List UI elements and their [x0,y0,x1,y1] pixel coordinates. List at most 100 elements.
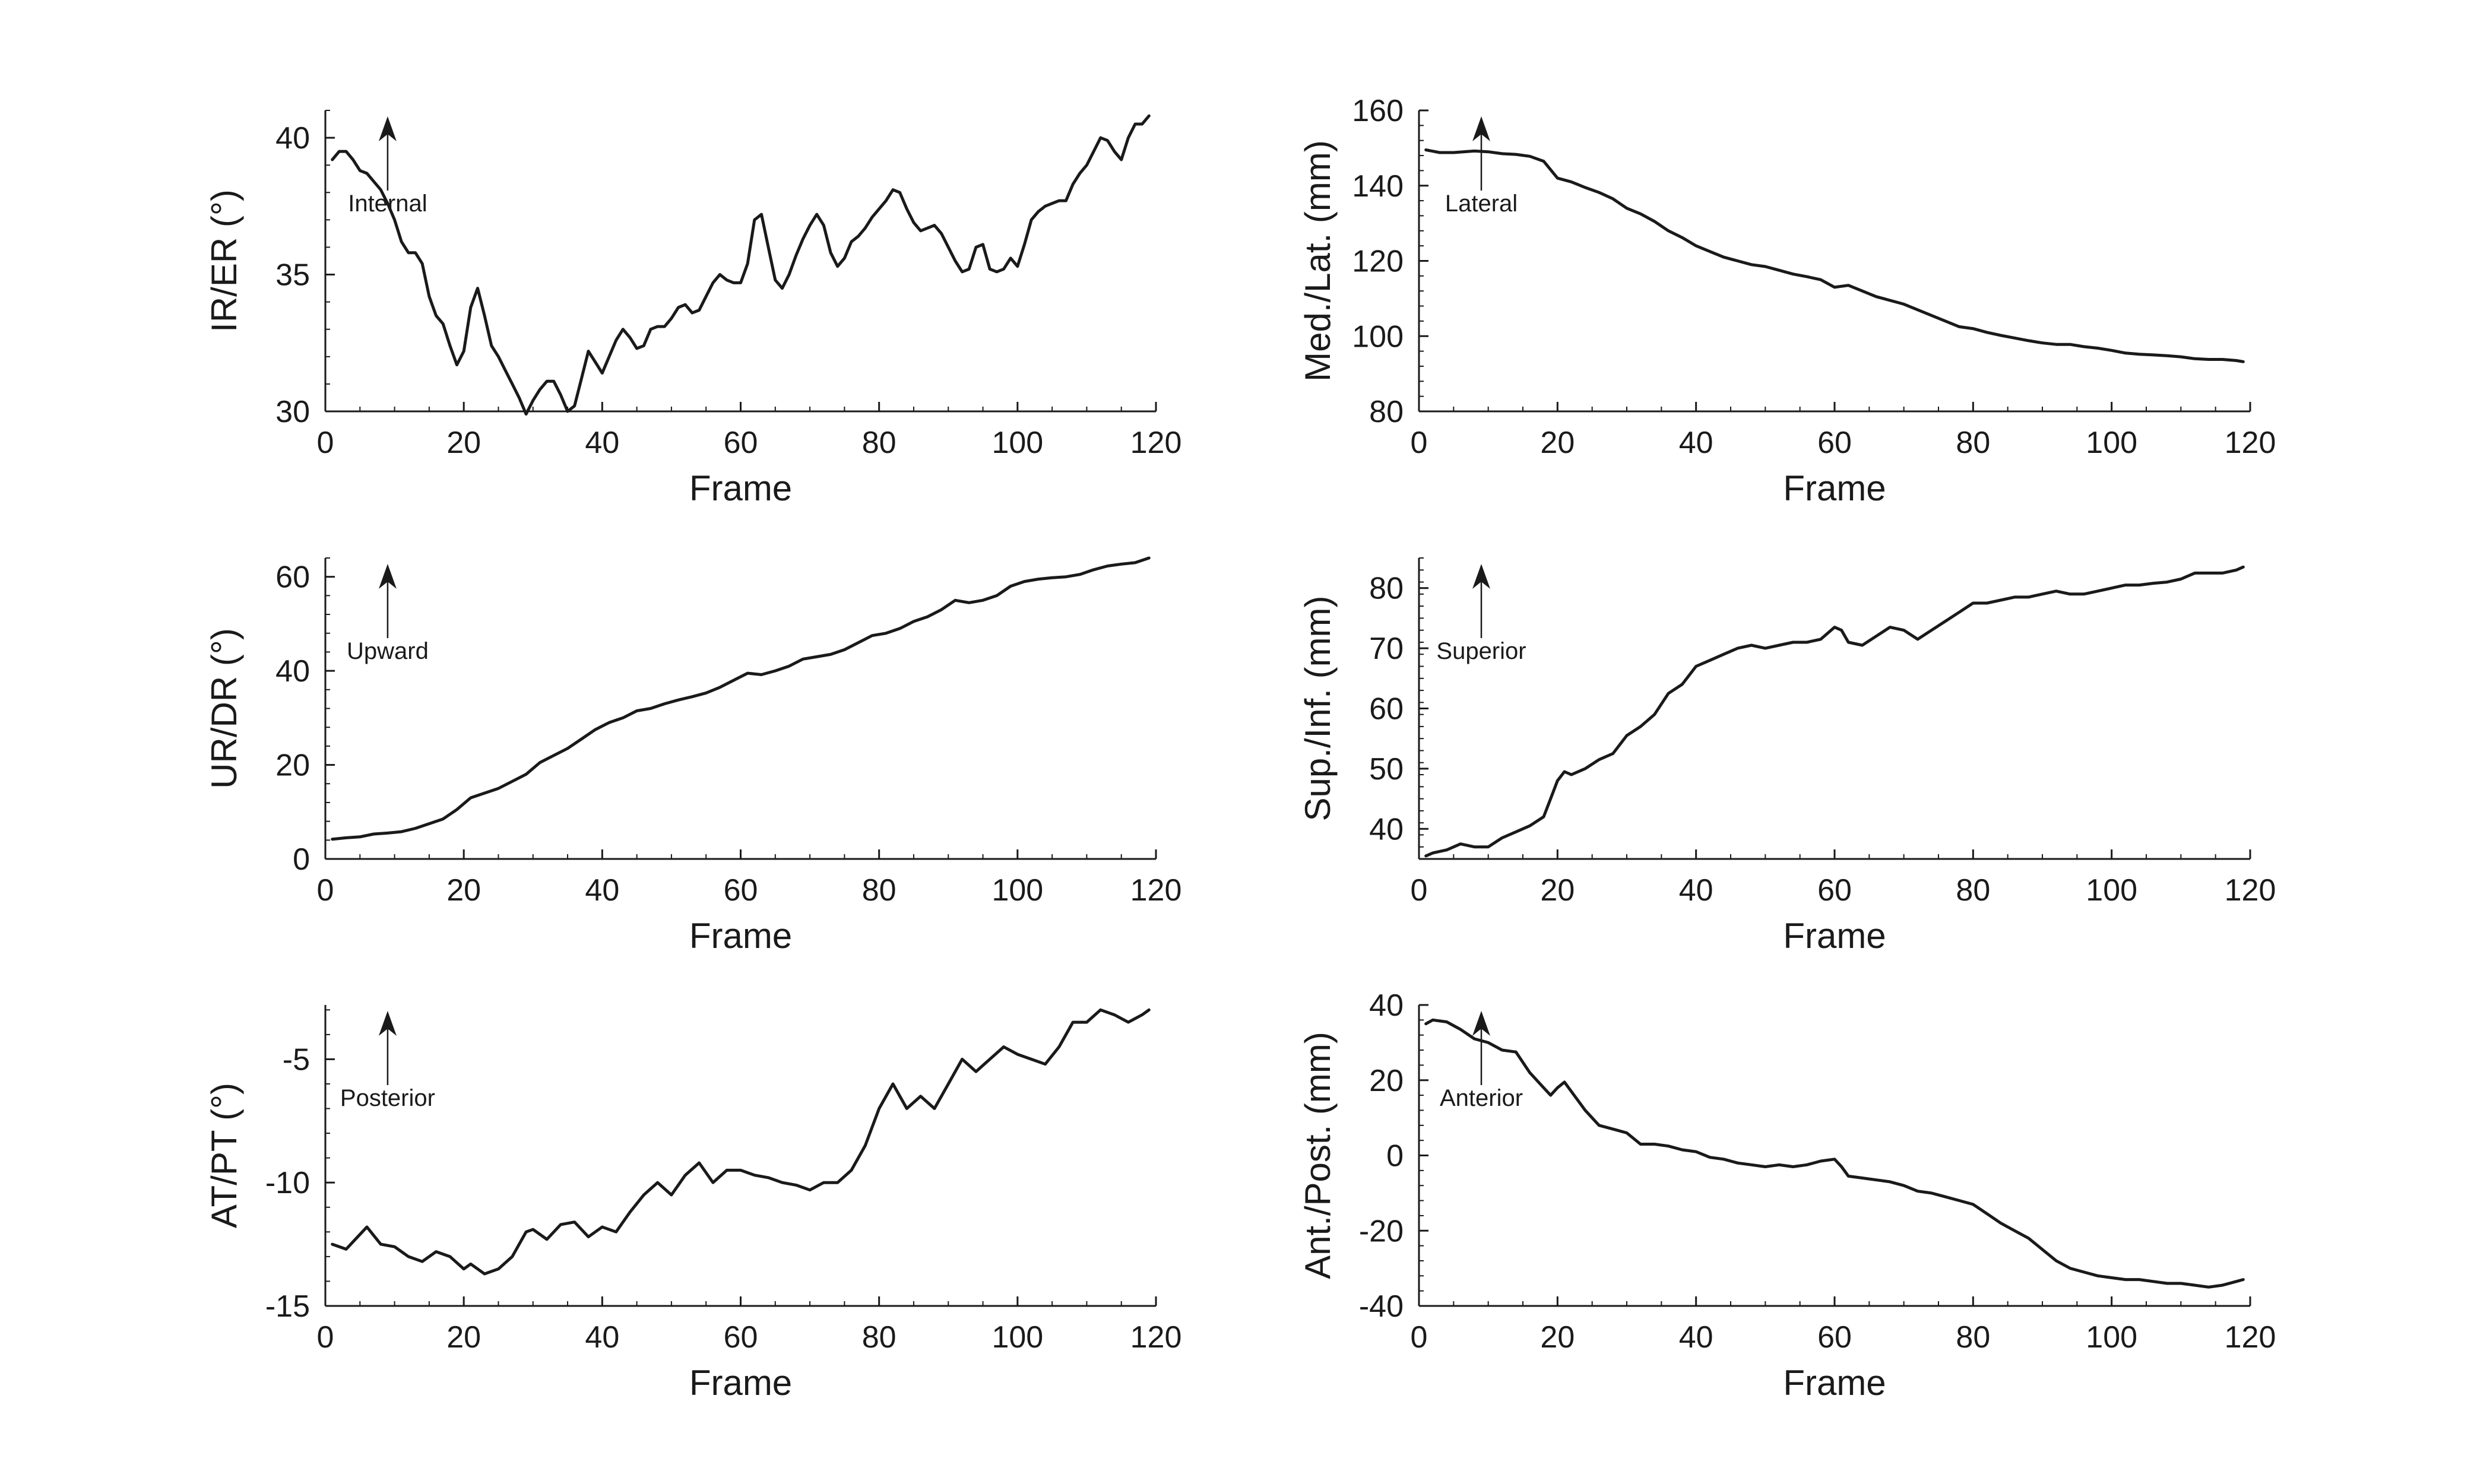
y-tick-label: 40 [275,121,310,156]
y-tick-label: 70 [1369,632,1404,666]
x-axis-title: Frame [689,468,792,508]
x-tick-label: 120 [2225,1320,2276,1355]
x-tick-label: 40 [585,1320,619,1355]
x-tick-label: 120 [2225,873,2276,908]
y-axis-title: AT/PT (°) [204,1083,244,1228]
series-line [1424,565,2245,858]
x-tick-label: 80 [862,426,897,460]
x-tick-label: 80 [862,1320,897,1355]
x-tick-label: 40 [585,426,619,460]
series-line [1424,148,2245,363]
y-tick-label: 80 [1369,572,1404,606]
chart-panel-middle-right: 0 20 40 60 80 100 120 40 50 60 70 80 Frame Sup./Inf. … [1298,557,2276,956]
x-tick-label: 60 [1817,1320,1852,1355]
x-tick-label: 40 [585,873,619,908]
y-tick-label: 20 [275,749,310,783]
x-tick-label: 80 [1956,1320,1990,1355]
series-line [1424,1018,2245,1289]
x-tick-label: 60 [724,1320,758,1355]
x-tick-label: 40 [1679,873,1713,908]
x-tick-label: 0 [317,426,334,460]
x-tick-label: 20 [446,873,481,908]
chart-panel-bottom-left: 0 20 40 60 80 100 120 -15 -10 -5 Frame AT/PT (°) Pos… [204,1005,1181,1403]
x-tick-label: 0 [1411,1320,1428,1355]
chart-panel-middle-left: 0 20 40 60 80 100 120 0 20 40 60 Frame UR/DR (°) Upwa… [204,556,1182,956]
x-tick-label: 40 [1679,426,1713,460]
y-tick-label: 60 [1369,692,1404,727]
y-tick-label: 0 [293,842,310,877]
annotation-label: Internal [348,191,427,217]
x-tick-label: 0 [1411,426,1428,460]
panels: 0 20 40 60 80 100 120 30 35 40 Frame IR/ER (°) Inter… [204,94,2276,1403]
y-tick-label: 40 [1369,988,1404,1023]
y-tick-label: 0 [1386,1139,1404,1174]
annotation-label: Superior [1436,638,1526,664]
series-line [331,1008,1151,1276]
chart-panel-top-right: 0 20 40 60 80 100 120 80 100 120 140 160 Frame Med./L… [1298,94,2276,508]
x-tick-label: 100 [991,873,1043,908]
x-tick-label: 60 [1817,873,1852,908]
x-tick-label: 0 [1411,873,1428,908]
x-tick-label: 100 [2086,426,2137,460]
x-tick-label: 100 [2086,1320,2137,1355]
arrow-up-icon [1472,564,1490,589]
y-tick-label: 50 [1369,752,1404,787]
x-tick-label: 100 [2086,873,2137,908]
chart-panel-top-left: 0 20 40 60 80 100 120 30 35 40 Frame IR/ER (°) Inter… [204,110,1181,508]
annotation-label: Posterior [340,1085,435,1111]
y-axis-title: Sup./Inf. (mm) [1298,595,1338,821]
x-tick-label: 20 [1540,1320,1575,1355]
x-tick-label: 0 [317,1320,334,1355]
y-tick-label: 40 [1369,812,1404,846]
arrow-up-icon [1472,116,1490,141]
y-axis-title: UR/DR (°) [204,628,244,789]
x-tick-label: 80 [1956,873,1990,908]
series-line [331,556,1151,841]
y-tick-label: 40 [275,654,310,689]
x-tick-label: 120 [1130,426,1182,460]
y-tick-label: -20 [1359,1214,1404,1248]
arrow-up-icon [1472,1011,1490,1036]
arrow-up-icon [378,564,397,589]
y-tick-label: 160 [1352,94,1404,128]
y-tick-label: 20 [1369,1064,1404,1098]
arrow-up-icon [378,116,397,141]
y-tick-label: -40 [1359,1289,1404,1324]
y-tick-label: -10 [265,1166,310,1200]
x-axis-title: Frame [1783,1363,1886,1403]
x-tick-label: 100 [991,426,1043,460]
x-tick-label: 20 [1540,426,1575,460]
x-tick-label: 20 [446,426,481,460]
series-line [331,114,1151,416]
annotation-label: Lateral [1445,191,1518,217]
x-tick-label: 20 [1540,873,1575,908]
y-tick-label: 80 [1369,395,1404,429]
x-axis-title: Frame [1783,916,1886,956]
y-tick-label: -5 [283,1042,310,1077]
x-tick-label: 60 [724,426,758,460]
y-tick-label: 120 [1352,245,1404,279]
y-tick-label: 60 [275,560,310,595]
x-tick-label: 80 [862,873,897,908]
y-axis-title: IR/ER (°) [204,189,244,332]
y-tick-label: -15 [265,1289,310,1324]
y-tick-label: 140 [1352,169,1404,204]
x-tick-label: 120 [1130,873,1182,908]
x-tick-label: 120 [1130,1320,1182,1355]
x-tick-label: 100 [991,1320,1043,1355]
x-axis-title: Frame [1783,468,1886,508]
x-axis-title: Frame [689,1363,792,1403]
x-tick-label: 40 [1679,1320,1713,1355]
y-tick-label: 100 [1352,319,1404,354]
annotation-label: Upward [347,638,429,664]
chart-panel-bottom-right: 0 20 40 60 80 100 120 -40 -20 0 20 40 Frame Ant./Post… [1298,988,2276,1403]
x-tick-label: 60 [724,873,758,908]
x-tick-label: 80 [1956,426,1990,460]
x-tick-label: 120 [2225,426,2276,460]
y-tick-label: 30 [275,395,310,429]
y-axis-title: Med./Lat. (mm) [1298,140,1338,382]
arrow-up-icon [378,1011,397,1036]
y-axis-title: Ant./Post. (mm) [1298,1032,1338,1279]
